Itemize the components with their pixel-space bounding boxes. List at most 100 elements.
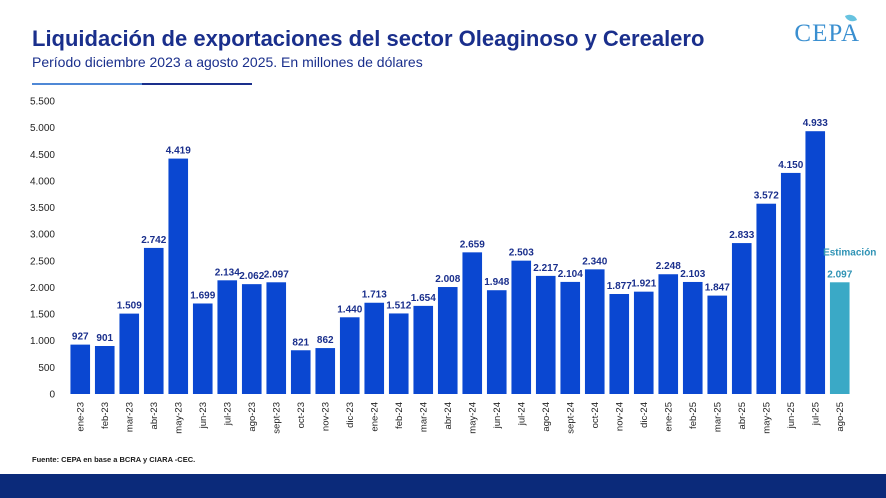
x-tick-label: jun-24	[492, 402, 503, 429]
bar-value-label: 1.509	[117, 301, 142, 312]
bar-value-label: 1.654	[411, 293, 436, 304]
title-underline-dark	[142, 83, 252, 85]
y-tick-label: 2.500	[30, 256, 55, 267]
bar-value-label: 901	[96, 333, 113, 344]
x-tick-label: jul-25	[810, 402, 821, 426]
x-tick-label: feb-25	[688, 402, 699, 429]
bar-value-label: 2.104	[558, 269, 583, 280]
bar	[143, 247, 164, 394]
bar-value-label: 4.933	[803, 118, 828, 129]
x-tick-label: ene-23	[75, 402, 86, 432]
y-tick-label: 1.000	[30, 336, 55, 347]
bar-value-label: 2.742	[141, 235, 166, 246]
bar	[584, 269, 605, 394]
bar-value-label: 1.877	[607, 281, 632, 292]
bar	[388, 313, 409, 394]
footer-band	[0, 474, 886, 498]
bar-value-label: 821	[292, 337, 309, 348]
x-tick-label: may-25	[761, 402, 772, 434]
bar-chart: 0 500 1.000 1.500 2.000 2.500 3.000 3.500 4.000 4…	[30, 97, 876, 434]
bar	[462, 252, 483, 394]
x-tick-label: mar-23	[124, 402, 135, 432]
y-tick-label: 2.000	[30, 283, 55, 294]
bar	[805, 131, 826, 395]
y-axis: 0 500 1.000 1.500 2.000 2.500 3.000 3.500 4.000 4…	[30, 97, 55, 401]
bar	[339, 317, 360, 394]
bar-value-label: 3.572	[754, 191, 779, 202]
bar-estimate	[829, 282, 850, 394]
bar-value-label: 2.097	[827, 269, 852, 280]
bars	[70, 131, 850, 395]
x-tick-label: nov-23	[320, 402, 331, 431]
y-tick-label: 5.500	[30, 97, 55, 108]
y-tick-label: 5.000	[30, 123, 55, 134]
x-tick-label: ene-25	[663, 402, 674, 432]
bar	[290, 350, 311, 394]
x-tick-label: may-23	[173, 402, 184, 434]
bar	[756, 203, 777, 394]
x-tick-label: feb-24	[394, 402, 405, 429]
bar	[658, 274, 679, 394]
bar	[266, 282, 287, 394]
title-underline-light	[32, 83, 142, 85]
x-tick-label: oct-24	[590, 402, 601, 428]
bar	[731, 243, 752, 394]
bar	[217, 280, 238, 394]
bar	[94, 346, 115, 394]
bar	[413, 305, 434, 394]
bar	[241, 284, 262, 394]
bar	[437, 287, 458, 394]
bar	[70, 344, 91, 394]
bar-value-label: 1.512	[386, 300, 411, 311]
bar-value-label: 2.340	[582, 256, 607, 267]
x-tick-label: abr-24	[443, 402, 454, 429]
x-tick-label: oct-23	[296, 402, 307, 428]
bar-value-label: 1.699	[190, 290, 215, 301]
bar	[486, 290, 507, 394]
cepa-logo: CEPA	[794, 20, 860, 47]
bar-value-label: 862	[317, 335, 334, 346]
y-tick-label: 3.500	[30, 203, 55, 214]
x-tick-label: jul-23	[222, 402, 233, 426]
bar-value-label: 4.419	[166, 146, 191, 157]
bar	[315, 348, 336, 394]
bar-value-label: 2.103	[680, 269, 705, 280]
x-tick-label: feb-23	[100, 402, 111, 429]
x-tick-label: may-24	[467, 402, 478, 434]
bar-value-label: 1.948	[484, 277, 509, 288]
bar-value-label: 2.503	[509, 248, 534, 259]
bar-value-label: 4.150	[778, 160, 803, 171]
bar-value-label: 1.440	[337, 304, 362, 315]
x-tick-label: ago-24	[541, 402, 552, 432]
bar	[535, 275, 556, 394]
y-tick-label: 4.500	[30, 150, 55, 161]
x-tick-label: sept-23	[271, 402, 282, 434]
x-tick-label: abr-23	[149, 402, 160, 429]
bar-value-label: 1.713	[362, 290, 387, 301]
bar	[192, 303, 213, 394]
bar	[364, 302, 385, 394]
y-tick-label: 4.000	[30, 176, 55, 187]
bar-value-label: 1.847	[705, 283, 730, 294]
x-tick-label: jun-23	[198, 402, 209, 429]
estimate-label: Estimación	[823, 247, 876, 258]
bar	[633, 291, 654, 394]
bar	[560, 281, 581, 394]
y-tick-label: 0	[49, 390, 55, 401]
chart-title: Liquidación de exportaciones del sector …	[32, 26, 705, 51]
y-tick-label: 1.500	[30, 310, 55, 321]
x-tick-label: ago-23	[247, 402, 258, 432]
x-tick-label: dic-23	[345, 402, 356, 428]
bar-value-label: 2.217	[533, 263, 558, 274]
x-tick-label: dic-24	[639, 402, 650, 428]
bar-value-label: 2.659	[460, 239, 485, 250]
bar-value-label: 2.134	[215, 267, 240, 278]
x-tick-label: ago-25	[835, 402, 846, 432]
x-tick-label: sept-24	[565, 402, 576, 434]
bar-value-label: 1.921	[631, 279, 656, 290]
x-tick-label: nov-24	[614, 402, 625, 431]
source-note: Fuente: CEPA en base a BCRA y CIARA -CEC…	[32, 455, 196, 464]
bar	[168, 158, 189, 394]
x-tick-label: ene-24	[369, 402, 380, 432]
